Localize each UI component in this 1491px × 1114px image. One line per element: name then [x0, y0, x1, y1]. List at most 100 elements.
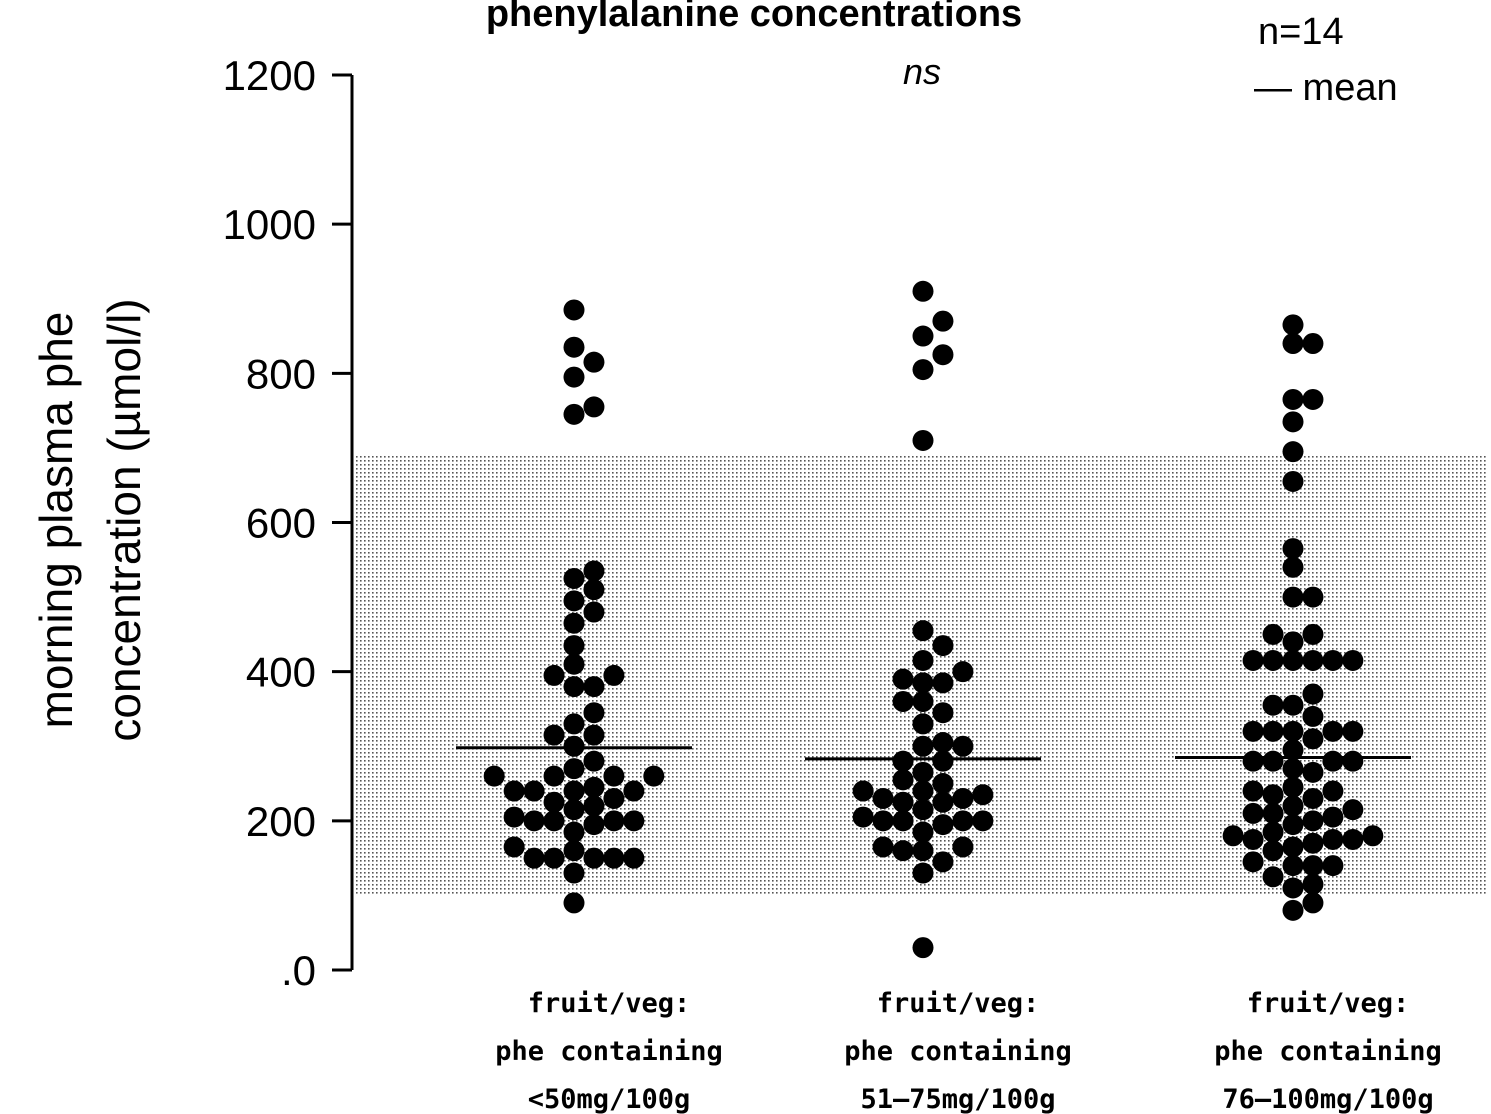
data-point	[603, 664, 625, 686]
data-point	[523, 810, 545, 832]
data-point	[543, 791, 565, 813]
data-point	[1302, 705, 1324, 727]
data-point	[932, 672, 954, 694]
data-point	[912, 821, 934, 843]
data-point	[912, 713, 934, 735]
data-point	[1282, 470, 1304, 492]
data-point	[912, 799, 934, 821]
data-point	[952, 661, 974, 683]
data-point	[1282, 814, 1304, 836]
data-point	[1262, 866, 1284, 888]
data-point	[603, 765, 625, 787]
data-point	[1282, 538, 1304, 560]
data-point	[1302, 810, 1324, 832]
data-point	[583, 702, 605, 724]
data-point	[1262, 784, 1284, 806]
data-point	[603, 810, 625, 832]
data-point	[1322, 649, 1344, 671]
data-point	[932, 635, 954, 657]
data-point	[912, 862, 934, 884]
category-label-line: phe containing	[495, 1036, 723, 1067]
data-point	[1222, 825, 1244, 847]
data-point	[912, 691, 934, 712]
data-point	[523, 847, 545, 869]
data-point	[1242, 649, 1264, 671]
data-point	[952, 735, 974, 757]
data-point	[932, 732, 954, 754]
data-point	[912, 620, 934, 642]
data-point	[1262, 840, 1284, 862]
data-point	[1302, 683, 1324, 705]
data-point	[1302, 586, 1324, 608]
y-axis-label-group: morning plasma phe concentration (µmol/l…	[30, 298, 150, 741]
data-point	[1282, 631, 1304, 653]
data-point	[1302, 333, 1324, 354]
data-point	[503, 806, 525, 828]
data-point	[1302, 873, 1324, 895]
data-point	[872, 787, 894, 809]
data-point	[892, 691, 914, 712]
data-point	[563, 635, 585, 657]
mean-legend-annotation: — mean	[1254, 67, 1398, 109]
data-point	[1282, 694, 1304, 716]
data-point	[1262, 694, 1284, 716]
data-point	[563, 403, 585, 425]
category-label-line: 76–100mg/100g	[1222, 1084, 1433, 1114]
sample-size-annotation: n=14	[1258, 11, 1344, 53]
data-point	[1282, 720, 1304, 742]
data-point	[623, 780, 645, 802]
category-label-line: fruit/veg:	[528, 988, 691, 1019]
data-point	[1302, 649, 1324, 671]
data-point	[1282, 776, 1304, 798]
data-point	[1342, 799, 1364, 821]
data-point	[852, 780, 874, 802]
data-point	[932, 851, 954, 873]
data-point	[1262, 649, 1284, 671]
data-point	[1282, 388, 1304, 410]
mean-lines	[456, 746, 1411, 761]
y-axis-label-line-1: morning plasma phe	[30, 312, 82, 729]
data-point	[563, 758, 585, 780]
data-point	[892, 791, 914, 813]
data-point	[1342, 750, 1364, 772]
data-point	[503, 780, 525, 802]
category-label-line: phe containing	[1214, 1036, 1442, 1067]
data-point	[932, 310, 954, 332]
data-point	[1302, 787, 1324, 809]
data-point	[1282, 649, 1304, 671]
data-point	[1282, 556, 1304, 578]
y-axis-label-line-2: concentration (µmol/l)	[98, 298, 150, 741]
data-point	[583, 776, 605, 798]
data-point	[872, 810, 894, 832]
data-point	[952, 810, 974, 832]
y-tick-label: 400	[246, 649, 316, 696]
category-labels: fruit/veg: phe containing <50mg/100g fruit/…	[495, 988, 1442, 1114]
data-point	[583, 676, 605, 698]
data-point	[1302, 761, 1324, 783]
data-point	[912, 429, 934, 451]
significance-label: ns	[903, 51, 941, 92]
data-point	[563, 590, 585, 612]
data-point	[892, 840, 914, 862]
data-point	[1282, 855, 1304, 877]
data-point	[912, 672, 934, 694]
data-point	[912, 937, 934, 959]
data-point	[583, 351, 605, 373]
data-point	[603, 847, 625, 869]
data-point	[952, 787, 974, 809]
data-point	[563, 862, 585, 884]
data-point	[1262, 821, 1284, 843]
data-point	[563, 892, 585, 914]
y-tick-label: .0	[281, 947, 316, 994]
data-point	[972, 784, 994, 806]
data-point	[543, 765, 565, 787]
data-point	[1282, 877, 1304, 899]
data-point	[932, 344, 954, 366]
data-point	[1302, 388, 1324, 410]
data-point	[1302, 892, 1324, 914]
data-point	[563, 676, 585, 698]
data-point	[483, 765, 505, 787]
data-point	[932, 791, 954, 813]
data-point	[643, 765, 665, 787]
data-point	[583, 814, 605, 836]
